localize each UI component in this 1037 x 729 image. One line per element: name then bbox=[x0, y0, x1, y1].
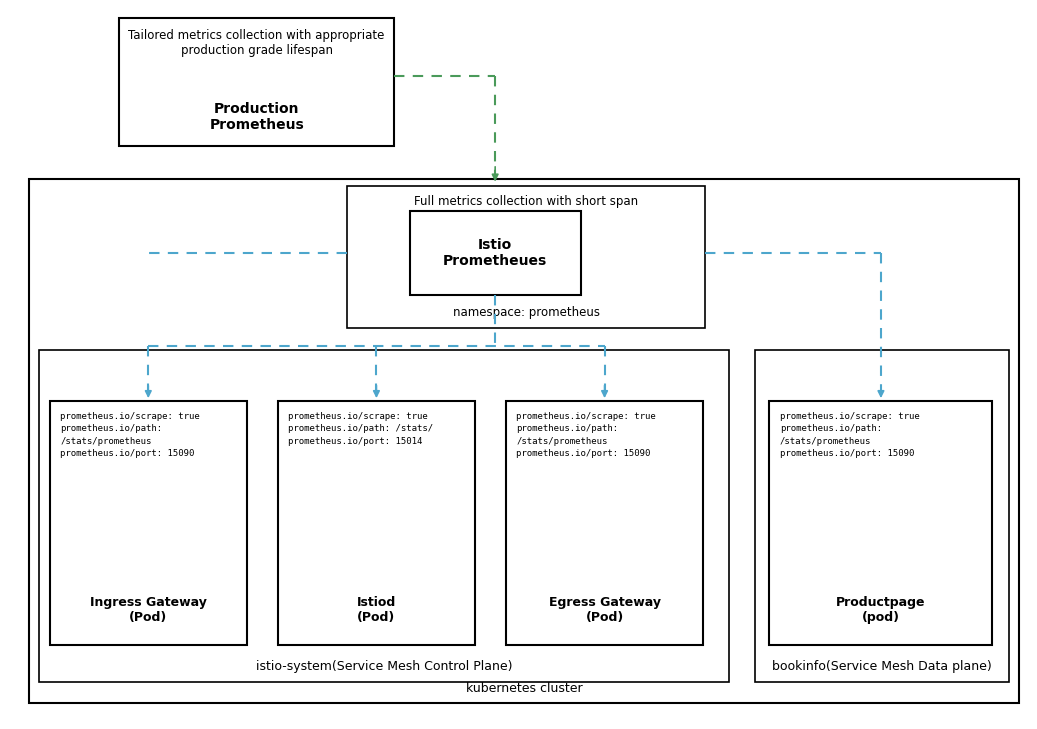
Text: Ingress Gateway
(Pod): Ingress Gateway (Pod) bbox=[90, 596, 206, 624]
Bar bbox=[119, 18, 394, 146]
Bar bbox=[29, 179, 1019, 703]
Bar bbox=[410, 211, 581, 295]
Text: Egress Gateway
(Pod): Egress Gateway (Pod) bbox=[549, 596, 661, 624]
Bar bbox=[769, 401, 992, 645]
Text: Productpage
(pod): Productpage (pod) bbox=[836, 596, 926, 624]
Bar bbox=[50, 401, 247, 645]
Bar bbox=[39, 350, 729, 682]
Text: bookinfo(Service Mesh Data plane): bookinfo(Service Mesh Data plane) bbox=[773, 660, 991, 673]
Text: Production
Prometheus: Production Prometheus bbox=[209, 101, 304, 132]
Text: prometheus.io/scrape: true
prometheus.io/path: /stats/
prometheus.io/port: 15014: prometheus.io/scrape: true prometheus.io… bbox=[288, 412, 433, 446]
Text: kubernetes cluster: kubernetes cluster bbox=[466, 682, 583, 695]
Text: Istiod
(Pod): Istiod (Pod) bbox=[357, 596, 396, 624]
Text: prometheus.io/scrape: true
prometheus.io/path:
/stats/prometheus
prometheus.io/p: prometheus.io/scrape: true prometheus.io… bbox=[516, 412, 656, 459]
Text: prometheus.io/scrape: true
prometheus.io/path:
/stats/prometheus
prometheus.io/p: prometheus.io/scrape: true prometheus.io… bbox=[780, 412, 920, 459]
Text: Istio
Prometheues: Istio Prometheues bbox=[443, 238, 548, 268]
Bar bbox=[506, 401, 703, 645]
Text: istio-system(Service Mesh Control Plane): istio-system(Service Mesh Control Plane) bbox=[256, 660, 512, 673]
Bar bbox=[347, 186, 705, 328]
Text: Full metrics collection with short span: Full metrics collection with short span bbox=[414, 195, 639, 208]
Text: namespace: prometheus: namespace: prometheus bbox=[453, 306, 599, 319]
Text: Tailored metrics collection with appropriate
production grade lifespan: Tailored metrics collection with appropr… bbox=[129, 29, 385, 57]
Bar bbox=[278, 401, 475, 645]
Bar bbox=[755, 350, 1009, 682]
Text: prometheus.io/scrape: true
prometheus.io/path:
/stats/prometheus
prometheus.io/p: prometheus.io/scrape: true prometheus.io… bbox=[60, 412, 200, 459]
